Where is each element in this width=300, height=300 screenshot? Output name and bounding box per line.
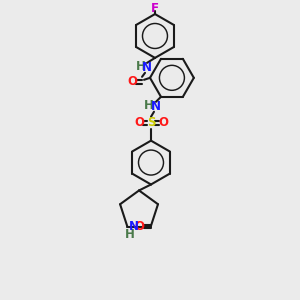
Text: O: O xyxy=(158,116,168,129)
Text: N: N xyxy=(142,61,152,74)
Text: H: H xyxy=(144,99,154,112)
Text: F: F xyxy=(151,2,159,15)
Text: N: N xyxy=(151,100,161,113)
Text: N: N xyxy=(129,220,139,233)
Text: O: O xyxy=(127,75,137,88)
Text: H: H xyxy=(136,60,146,74)
Text: O: O xyxy=(135,220,145,233)
Text: H: H xyxy=(124,228,134,241)
Text: S: S xyxy=(147,116,155,129)
Text: O: O xyxy=(134,116,144,129)
